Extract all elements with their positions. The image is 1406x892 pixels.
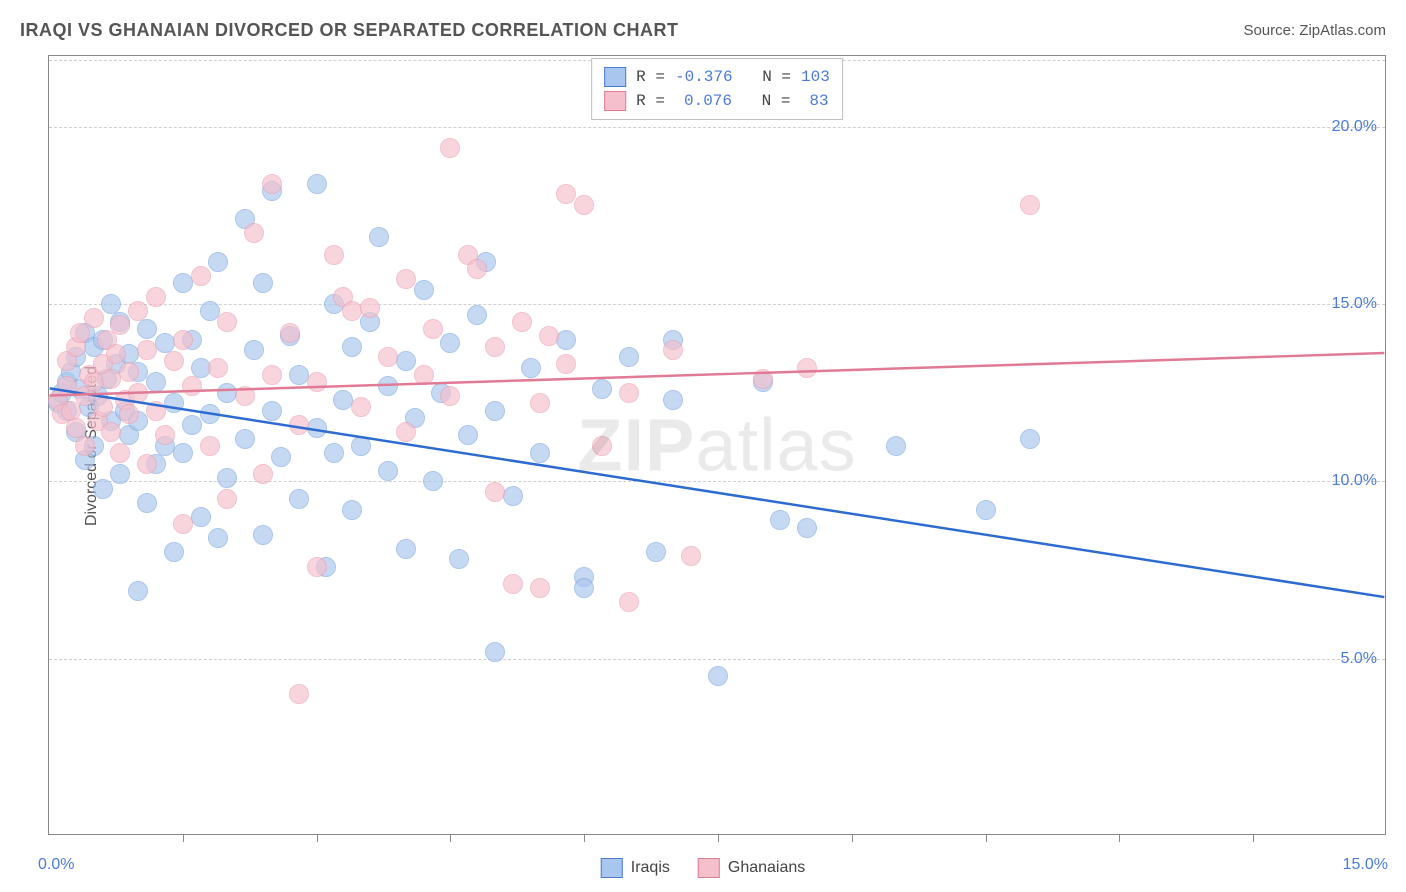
plot-area: 5.0%10.0%15.0%20.0% ZIPatlas R = -0.376 …: [48, 55, 1386, 835]
x-tick-label-right: 15.0%: [1343, 856, 1388, 874]
source-attribution: Source: ZipAtlas.com: [1243, 22, 1386, 39]
r-label: R =: [636, 89, 665, 113]
bottom-legend: Iraqis Ghanaians: [601, 858, 806, 878]
info-row-a: R = -0.376 N = 103: [604, 65, 830, 89]
r-value-a: -0.376: [675, 65, 733, 89]
legend-label-a: Iraqis: [631, 859, 670, 877]
r-label: R =: [636, 65, 665, 89]
correlation-info-box: R = -0.376 N = 103 R = 0.076 N = 83: [591, 58, 843, 120]
info-row-b: R = 0.076 N = 83: [604, 89, 830, 113]
watermark-thin: atlas: [695, 404, 856, 487]
swatch-icon: [604, 91, 626, 111]
r-value-b: 0.076: [675, 89, 732, 113]
legend-item-a: Iraqis: [601, 858, 670, 878]
swatch-icon: [601, 858, 623, 878]
swatch-icon: [604, 67, 626, 87]
n-value-a: 103: [801, 65, 830, 89]
watermark: ZIPatlas: [577, 403, 856, 488]
n-label: N =: [762, 65, 791, 89]
chart-title: IRAQI VS GHANAIAN DIVORCED OR SEPARATED …: [20, 20, 679, 41]
legend-label-b: Ghanaians: [728, 859, 805, 877]
x-tick-label-left: 0.0%: [38, 856, 74, 874]
n-value-b: 83: [800, 89, 828, 113]
legend-item-b: Ghanaians: [698, 858, 805, 878]
n-label: N =: [762, 89, 791, 113]
swatch-icon: [698, 858, 720, 878]
